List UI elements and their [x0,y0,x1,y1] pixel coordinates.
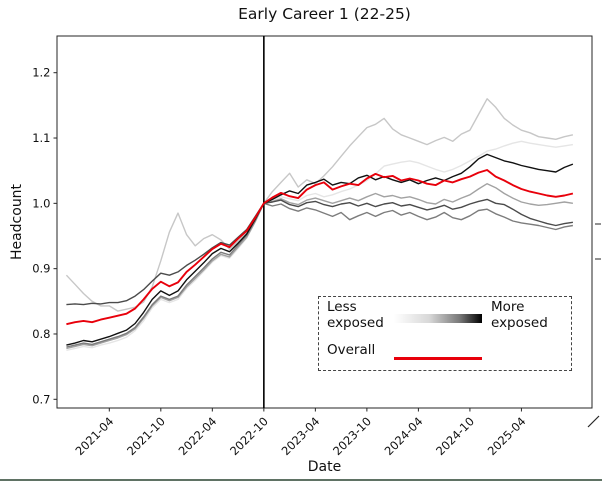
adjacent-panel-label-fragment [587,415,600,428]
series-exposure-group-4 [66,202,574,348]
x-tick-label: 2024-04 [382,414,426,458]
series-exposure-group-5 [66,198,574,306]
legend-overall-line [394,357,482,360]
bottom-divider [0,479,602,481]
x-tick-label: 2024-10 [433,414,477,458]
y-tick-label: 0.7 [32,392,50,406]
legend-more-exposed-label: More exposed [491,299,548,331]
x-tick-label: 2023-10 [330,414,374,458]
y-tick-label: 1.0 [32,196,50,210]
y-tick-label: 0.8 [32,327,50,341]
series-exposure-group-6-most-exposed [66,153,574,346]
y-tick-label: 1.1 [32,131,50,145]
series-exposure-group-2 [65,98,574,312]
x-tick-label: 2022-04 [176,414,220,458]
chart-title: Early Career 1 (22-25) [238,5,411,23]
y-tick-label: 0.9 [32,262,50,276]
x-axis-label: Date [307,459,342,475]
y-tick-label: 1.2 [32,66,50,80]
x-tick-label: 2023-04 [279,414,323,458]
legend-box: Less exposed More exposed Overall [318,296,572,371]
legend-overall-label: Overall [327,342,376,358]
series-exposure-group-1-least-exposed [66,140,574,351]
legend-exposure-gradient-bar [394,314,482,323]
x-tick-label: 2021-10 [124,414,168,458]
series-overall [66,169,574,326]
plot-border [56,35,593,409]
series-exposure-group-3 [66,182,574,350]
legend-less-exposed-label: Less exposed [327,299,384,331]
x-tick-label: 2022-10 [227,414,271,458]
x-tick-label: 2021-04 [73,414,117,458]
x-tick-label: 2025-04 [485,414,529,458]
